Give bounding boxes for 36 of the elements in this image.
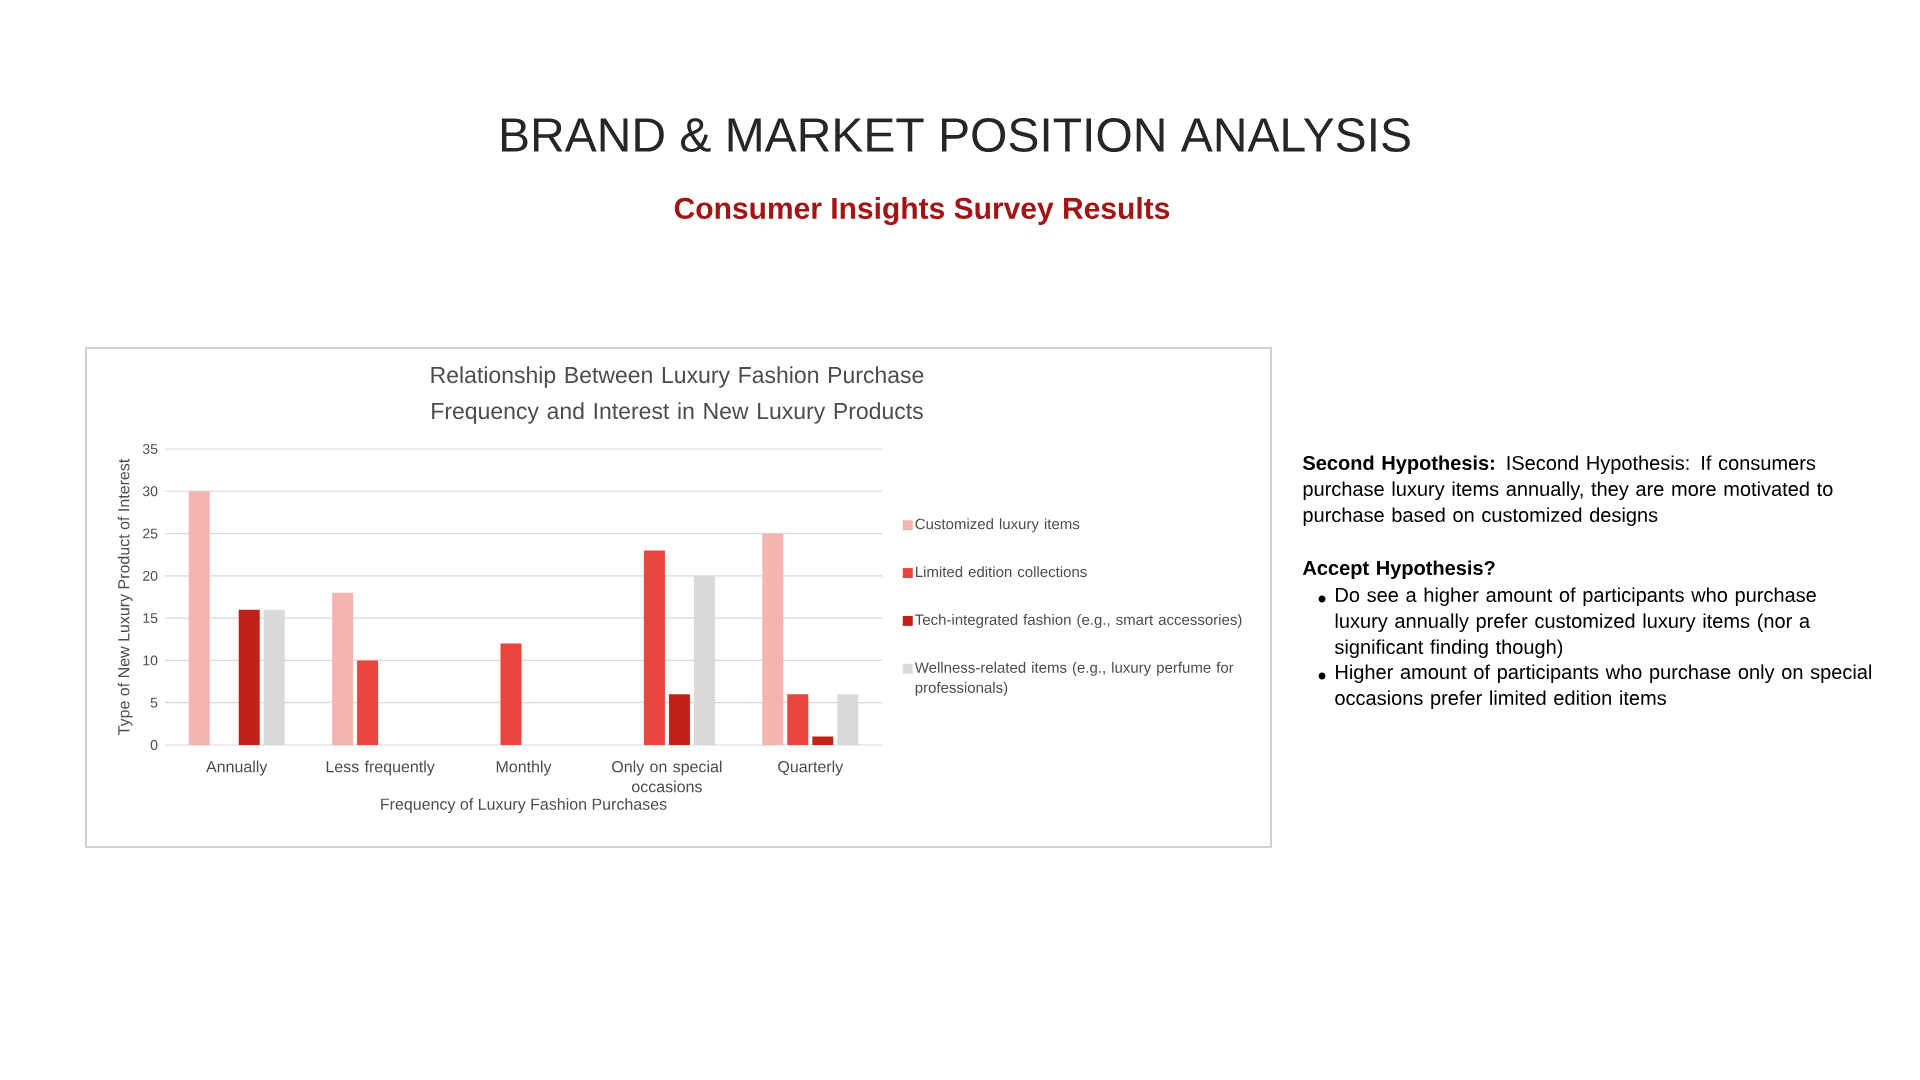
x-axis-title: Frequency of Luxury Fashion Purchases bbox=[381, 798, 667, 813]
x-tick-label: Only on special occasions bbox=[612, 760, 722, 793]
y-tick-label: 15 bbox=[143, 613, 158, 623]
text: BRAND & MARKET POSITION ANALYSIS bbox=[501, 118, 1410, 152]
y-tick-label: 30 bbox=[142, 486, 158, 497]
bar bbox=[357, 660, 379, 745]
legend-label: Limited edition collections bbox=[915, 566, 1087, 578]
bar bbox=[332, 592, 354, 745]
text: Accept Hypothesis? bbox=[1302, 560, 1495, 580]
y-tick-label: 35 bbox=[142, 444, 158, 454]
bar bbox=[812, 736, 834, 745]
x-tick-label: Annually bbox=[206, 760, 268, 776]
y-tick-label: 10 bbox=[143, 655, 158, 666]
legend-label: Tech-integrated fashion (e.g., smart accessories) bbox=[915, 614, 1242, 628]
text: Do see a higher amount of participants who purchase luxury annually prefer customized luxury items (nor a significant finding though) bbox=[1334, 587, 1816, 659]
bar bbox=[643, 550, 665, 745]
bar bbox=[500, 643, 522, 745]
legend-label: Wellness-related items (e.g., luxury perfume for professionals) bbox=[914, 661, 1234, 696]
chart-title: Relationship Between Luxury Fashion Purchase Frequency and Interest in New Luxury Products bbox=[431, 366, 924, 424]
bar bbox=[762, 533, 784, 745]
y-tick-label: 20 bbox=[143, 570, 158, 581]
x-tick-label: Monthly bbox=[496, 760, 552, 776]
text: Higher amount of participants who purchase only on special occasions prefer limited edition items bbox=[1335, 664, 1872, 710]
bar bbox=[787, 694, 809, 745]
bar bbox=[188, 491, 210, 745]
bar bbox=[238, 609, 260, 745]
y-tick-label: 5 bbox=[150, 697, 158, 708]
bar bbox=[668, 694, 690, 745]
legend-label: Customized luxury items bbox=[915, 518, 1080, 533]
x-tick-label: Quarterly bbox=[778, 760, 844, 776]
y-tick-label: 0 bbox=[150, 740, 158, 750]
chart-subtitle: Consumer Insights Survey Results bbox=[674, 196, 1170, 226]
y-axis-title: Type of New Luxury Product of Interest bbox=[117, 458, 133, 735]
text: Second Hypothesis: ISecond Hypothesis: If consumers purchase luxury items annually, they are more motivated to purchase based on customized designs bbox=[1302, 455, 1833, 527]
y-tick-label: 25 bbox=[143, 528, 158, 539]
x-tick-label: Less frequently bbox=[326, 760, 435, 776]
